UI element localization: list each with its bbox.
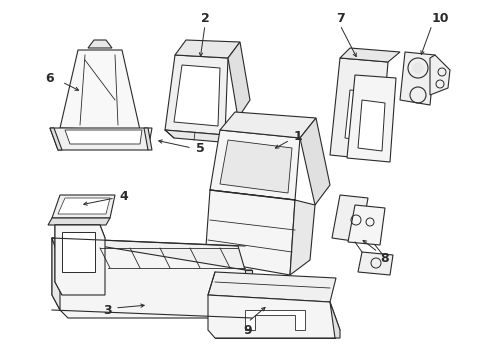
Text: 6: 6 [46, 72, 54, 85]
Polygon shape [347, 75, 396, 162]
Polygon shape [55, 225, 105, 238]
Polygon shape [174, 65, 220, 126]
Polygon shape [210, 130, 300, 200]
Polygon shape [88, 40, 112, 48]
Polygon shape [52, 238, 60, 310]
Polygon shape [358, 100, 385, 151]
Polygon shape [48, 218, 110, 225]
Polygon shape [220, 140, 292, 193]
Polygon shape [300, 118, 330, 205]
Polygon shape [208, 295, 340, 338]
Polygon shape [55, 225, 105, 295]
Polygon shape [52, 195, 115, 218]
Polygon shape [290, 200, 315, 275]
Text: 8: 8 [381, 252, 390, 265]
Text: 2: 2 [200, 12, 209, 24]
Polygon shape [430, 55, 450, 95]
Polygon shape [205, 190, 295, 275]
Polygon shape [65, 130, 142, 144]
Text: 4: 4 [120, 189, 128, 202]
Text: 10: 10 [431, 12, 449, 24]
Polygon shape [245, 310, 305, 330]
Polygon shape [340, 48, 400, 62]
Polygon shape [58, 198, 110, 214]
Polygon shape [332, 195, 368, 242]
Text: 9: 9 [244, 324, 252, 337]
Polygon shape [62, 232, 95, 272]
Polygon shape [165, 55, 228, 135]
Polygon shape [245, 270, 252, 318]
Circle shape [298, 243, 301, 247]
Polygon shape [348, 205, 385, 245]
Polygon shape [220, 112, 316, 138]
Polygon shape [165, 130, 232, 143]
Polygon shape [50, 128, 62, 150]
Text: 7: 7 [336, 12, 344, 24]
Polygon shape [52, 238, 245, 270]
Polygon shape [228, 42, 250, 118]
Polygon shape [52, 238, 252, 318]
Circle shape [298, 213, 301, 216]
Text: 5: 5 [196, 141, 204, 154]
Polygon shape [330, 58, 388, 160]
Polygon shape [60, 50, 140, 130]
Text: 1: 1 [294, 130, 302, 143]
Polygon shape [345, 90, 373, 141]
Polygon shape [358, 252, 393, 275]
Circle shape [298, 229, 301, 231]
Polygon shape [50, 128, 152, 150]
Polygon shape [175, 40, 240, 58]
Polygon shape [55, 225, 62, 295]
Text: 3: 3 [103, 303, 111, 316]
Polygon shape [400, 52, 435, 105]
Polygon shape [208, 272, 336, 302]
Circle shape [413, 63, 423, 73]
Polygon shape [144, 128, 152, 150]
Polygon shape [330, 302, 340, 338]
